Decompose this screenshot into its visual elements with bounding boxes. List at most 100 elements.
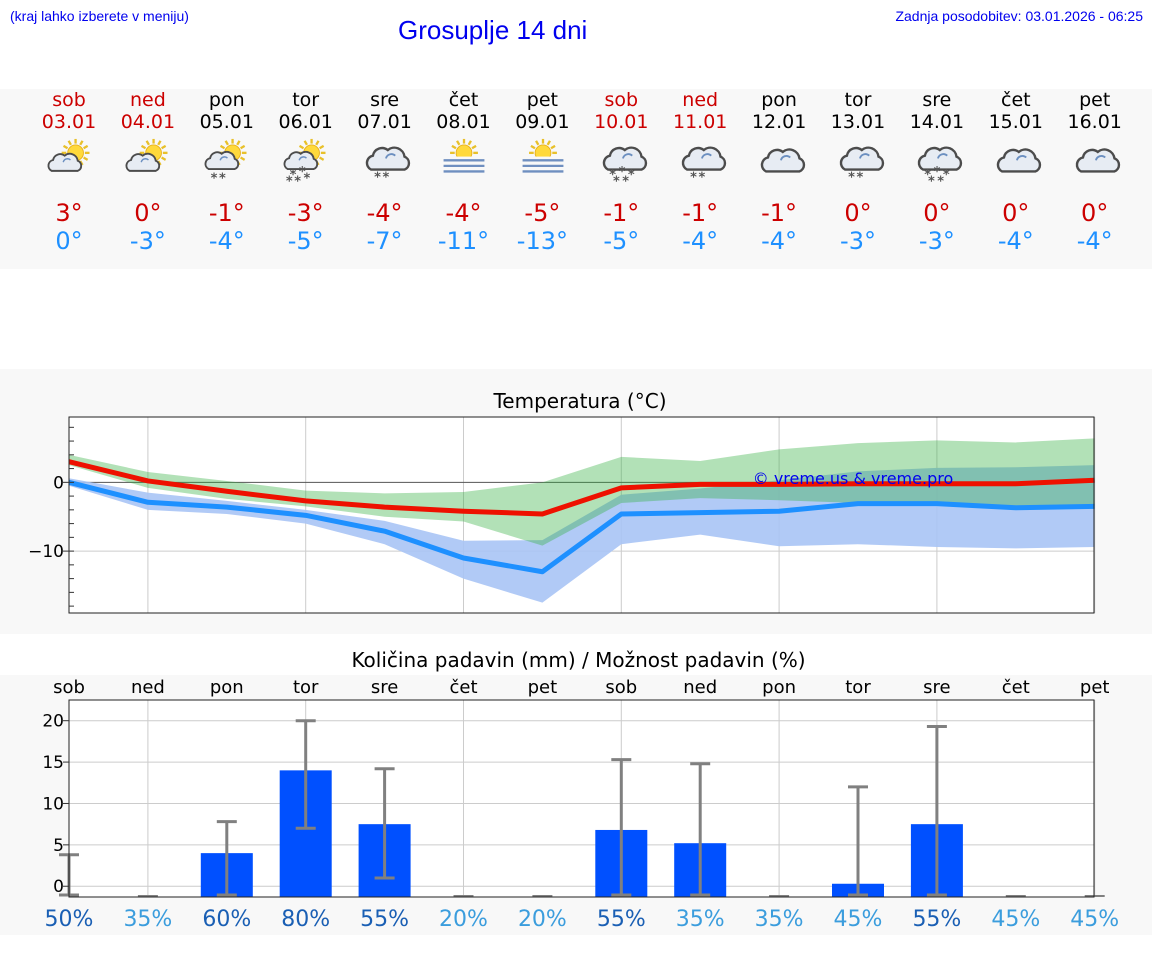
category-label: tor	[293, 677, 319, 698]
cloud-icon	[997, 148, 1042, 173]
category-label: tor	[845, 677, 871, 698]
min-temperature: -4°	[1076, 227, 1113, 255]
y-tick-label: 10	[42, 794, 64, 814]
svg-text:*: *	[934, 165, 941, 180]
temperature-chart-title: Temperatura (°C)	[492, 389, 666, 413]
max-temperature: -4°	[366, 199, 403, 227]
min-temperature: -3°	[840, 227, 876, 255]
max-temperature: -1°	[208, 199, 245, 227]
precipitation-probability: 35%	[123, 907, 172, 932]
min-temperature: -5°	[603, 227, 640, 255]
page-title: Grosuplje 14 dni	[398, 15, 588, 45]
precipitation-probability: 35%	[676, 907, 725, 932]
min-temperature: -13°	[516, 227, 568, 255]
cloud-heavy-snow-icon: * * ** *	[918, 146, 963, 189]
day-date: 11.01	[672, 111, 728, 133]
max-temperature: -3°	[287, 199, 324, 227]
category-label: ned	[131, 677, 165, 698]
day-date: 13.01	[830, 111, 886, 133]
svg-text:*: *	[304, 172, 311, 187]
max-temperature: 0°	[923, 199, 951, 227]
day-date: 04.01	[120, 111, 176, 133]
y-tick-label: 20	[42, 712, 64, 732]
category-label: pon	[210, 677, 244, 698]
svg-text:*: *	[290, 168, 297, 183]
svg-text:*: *	[618, 165, 625, 180]
category-label: sob	[605, 677, 637, 698]
min-range-band	[69, 465, 1095, 603]
y-tick-label: 5	[53, 836, 64, 856]
category-label: sre	[923, 677, 950, 698]
precipitation-probability: 60%	[202, 907, 251, 932]
day-column: pet 16.01 0° -4°	[1055, 89, 1134, 269]
svg-text:*: *	[925, 168, 932, 183]
day-name: pon	[208, 89, 245, 111]
svg-text:*: *	[294, 174, 301, 189]
category-label: ned	[683, 677, 717, 698]
max-temperature: -4°	[445, 199, 482, 227]
svg-text:*: *	[211, 172, 218, 187]
category-label: pon	[762, 677, 796, 698]
y-tick-label: 0	[53, 473, 64, 493]
max-temperature: 0°	[1081, 199, 1109, 227]
sun-fog-icon	[443, 138, 485, 176]
day-date: 08.01	[436, 111, 491, 133]
last-updated: Zadnja posodobitev: 03.01.2026 - 06:25	[895, 8, 1143, 24]
day-name: čet	[1001, 89, 1031, 111]
svg-text:*: *	[299, 165, 306, 180]
cloud-snow-icon: * *	[681, 146, 726, 186]
svg-text:*: *	[219, 172, 226, 187]
category-label: sob	[53, 677, 85, 698]
category-label: pet	[1080, 677, 1110, 698]
day-date: 05.01	[199, 111, 254, 133]
svg-text:*: *	[698, 171, 705, 186]
precipitation-chart-title: Količina padavin (mm) / Možnost padavin …	[351, 648, 806, 672]
day-column: sob 10.01 * * * * * -1° -5°	[582, 89, 661, 269]
cloud-snow-icon: * *	[839, 146, 884, 186]
day-column: čet 15.01 0° -4°	[976, 89, 1055, 269]
precipitation-probability: 55%	[360, 907, 409, 932]
day-date: 06.01	[278, 111, 333, 133]
day-date: 16.01	[1067, 111, 1122, 133]
cloud-icon	[760, 148, 805, 173]
min-temperature: -4°	[682, 227, 719, 255]
sun-cloud-heavy-snow-icon: * ** * *	[283, 138, 326, 189]
day-date: 14.01	[909, 111, 965, 133]
plot-frame	[68, 416, 1095, 614]
svg-text:*: *	[628, 168, 635, 183]
min-temperature: -4°	[997, 227, 1034, 255]
svg-text:*: *	[938, 174, 945, 189]
day-column: sob 03.01 3° 0°	[30, 89, 109, 269]
precipitation-probability: 20%	[518, 907, 567, 932]
min-temperature-line	[68, 479, 1095, 575]
day-date: 15.01	[988, 111, 1043, 133]
day-name: čet	[448, 89, 479, 111]
svg-text:*: *	[383, 171, 390, 186]
max-temperature: 0°	[134, 199, 162, 227]
category-label: sre	[371, 677, 398, 698]
cloud-snow-icon: * *	[365, 146, 411, 186]
location-hint: (kraj lahko izberete v meniju)	[10, 8, 189, 24]
precipitation-probability: 50%	[45, 907, 94, 932]
svg-text:*: *	[856, 171, 863, 186]
precipitation-probability: 55%	[597, 907, 646, 932]
max-temperature: -1°	[603, 199, 640, 227]
precipitation-probability: 20%	[439, 907, 488, 932]
precipitation-probability: 45%	[991, 907, 1040, 932]
day-name: sob	[604, 89, 639, 111]
precipitation-panel: sob ned pon tor sre čet pet sob ned pon tor sre čet p…	[0, 675, 1152, 935]
max-temperature: -5°	[524, 199, 561, 227]
day-name: pet	[526, 89, 558, 111]
svg-text:*: *	[943, 168, 950, 183]
svg-text:*: *	[928, 174, 935, 189]
temperature-chart: Temperatura (°C) 0 −10 © vreme.us & vreme.p…	[28, 389, 1096, 614]
day-column: sre 14.01 * * * * * 0° -3°	[897, 89, 976, 269]
day-name: sre	[922, 89, 952, 111]
day-name: pon	[761, 89, 797, 111]
precipitation-probability: 45%	[834, 907, 883, 932]
day-column: ned 04.01 0° -3°	[108, 89, 187, 269]
category-label: čet	[449, 677, 477, 698]
plot-frame	[68, 699, 1095, 898]
day-column: pon 12.01 -1° -4°	[740, 89, 819, 269]
day-date: 10.01	[594, 111, 649, 133]
